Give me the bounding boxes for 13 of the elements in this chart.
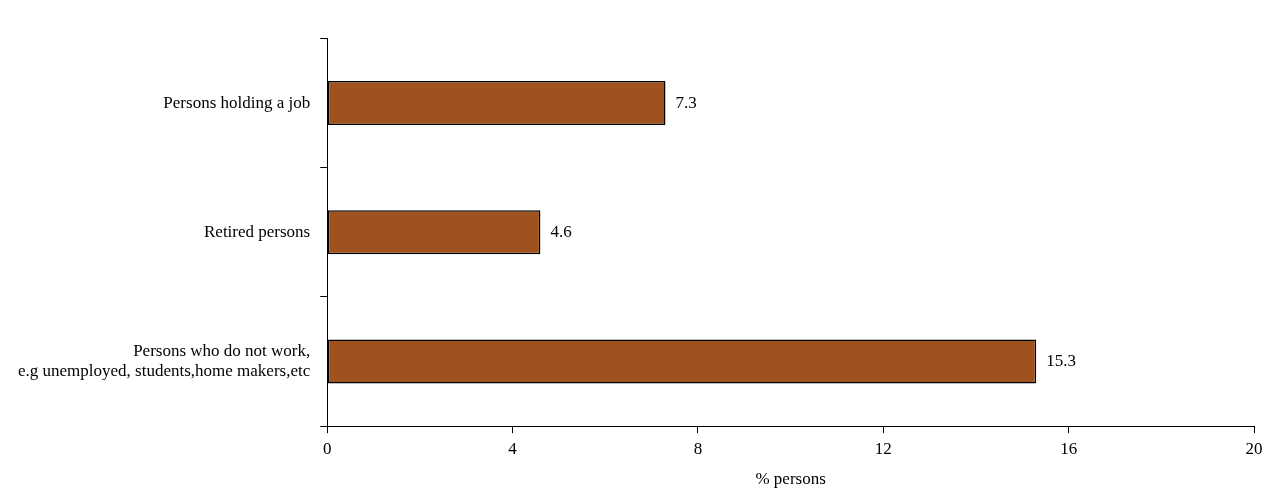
x-tick-label: 20 bbox=[1245, 438, 1263, 458]
y-tick-label: Persons who do not work, e.g unemployed, students,home makers,etc bbox=[17, 340, 311, 381]
y-tick-label: Retired persons bbox=[203, 221, 311, 241]
x-tick-label: 16 bbox=[1060, 438, 1078, 458]
x-tick-label: 8 bbox=[693, 438, 703, 458]
x-axis-title: % persons bbox=[755, 469, 826, 489]
data-label: 7.3 bbox=[675, 92, 697, 112]
x-tick-label: 4 bbox=[508, 438, 518, 458]
x-tick-label: 0 bbox=[322, 438, 332, 458]
data-label: 4.6 bbox=[550, 221, 572, 241]
x-tick-label: 12 bbox=[874, 438, 892, 458]
y-tick-label: Persons holding a job bbox=[163, 92, 311, 112]
data-label: 15.3 bbox=[1046, 351, 1076, 371]
